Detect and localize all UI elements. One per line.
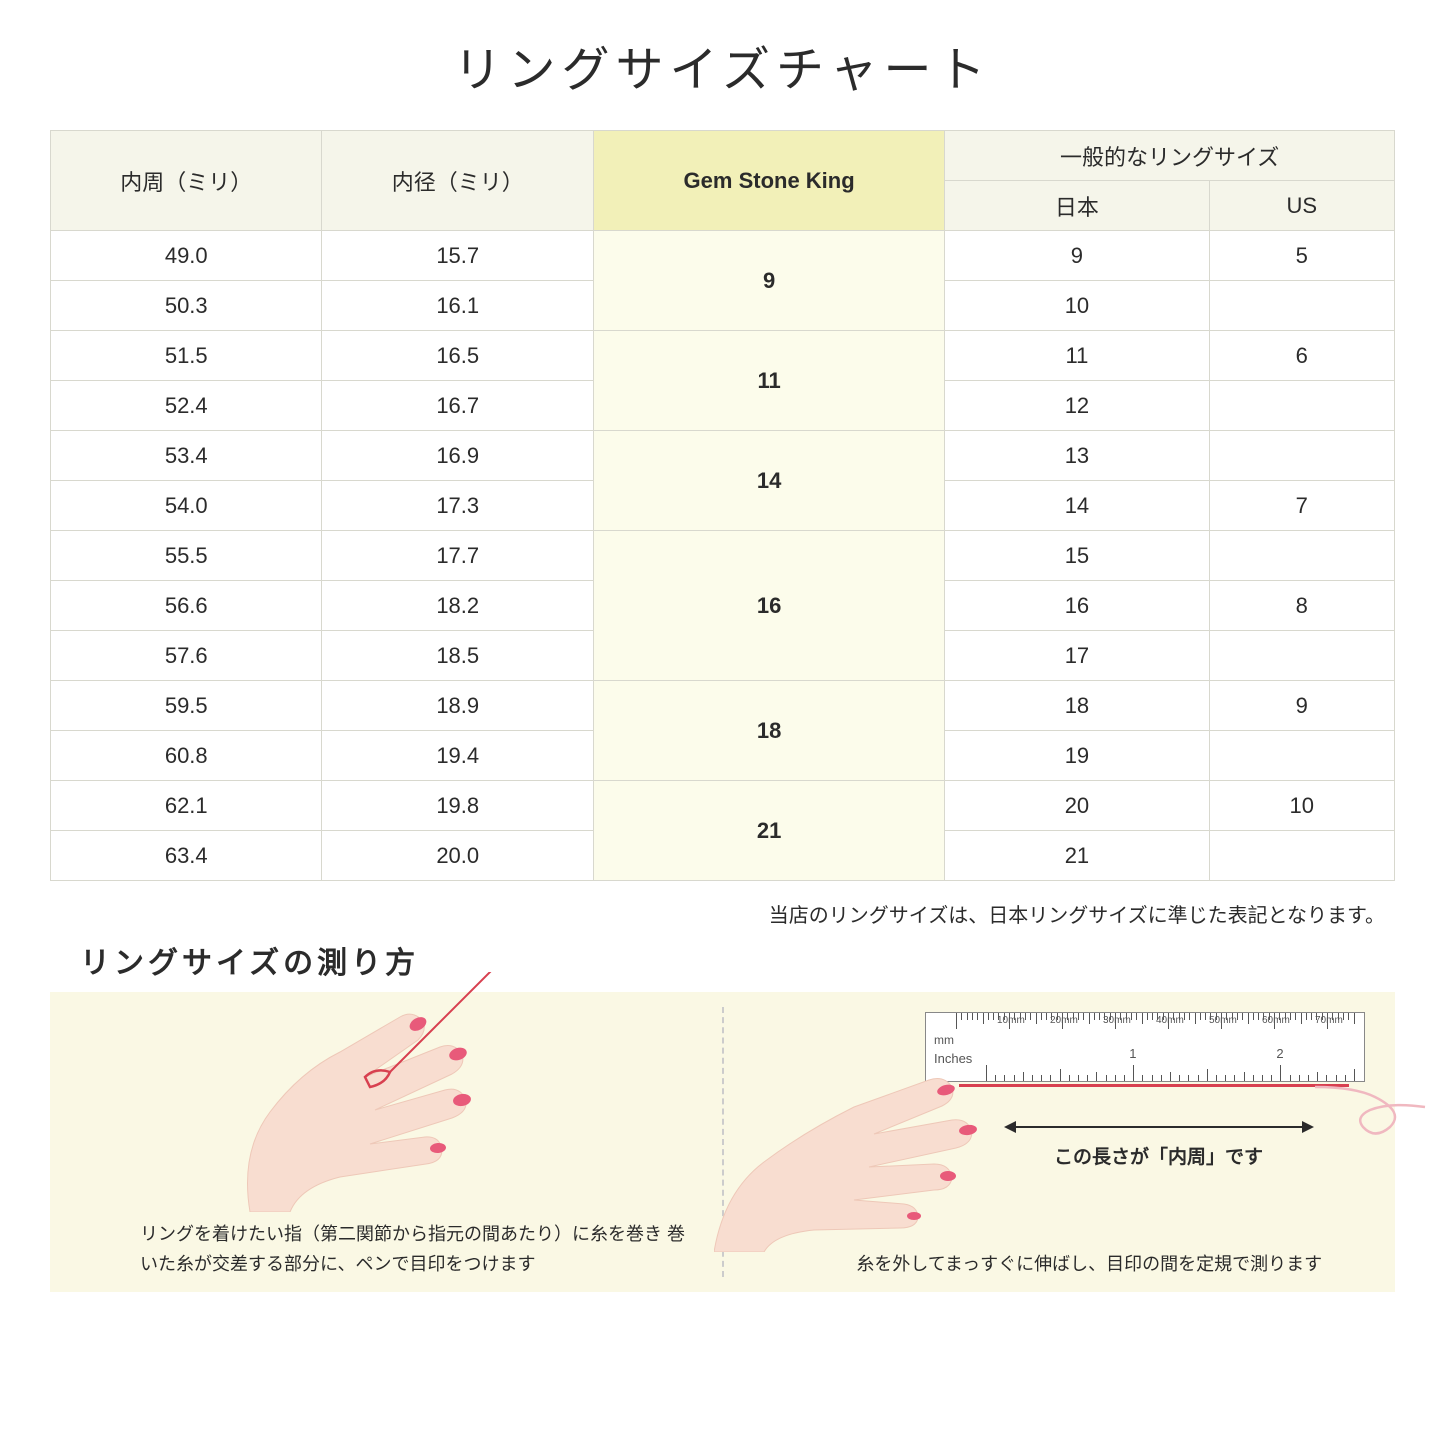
- cell-us: [1209, 431, 1394, 481]
- instruction-step-2: mm Inches 10mm20mm30mm40mm50mm60mm70mm12…: [724, 992, 1396, 1292]
- col-gsk: Gem Stone King: [593, 131, 944, 231]
- table-row: 49.015.7995: [51, 231, 1395, 281]
- cell-circumference: 53.4: [51, 431, 322, 481]
- instruction-step-1: リングを着けたい指（第二関節から指元の間あたり）に糸を巻き 巻いた糸が交差する部…: [50, 992, 722, 1292]
- col-japan: 日本: [945, 181, 1209, 231]
- table-row: 59.518.918189: [51, 681, 1395, 731]
- size-note: 当店のリングサイズは、日本リングサイズに準じた表記となります。: [50, 899, 1395, 928]
- cell-diameter: 18.9: [322, 681, 593, 731]
- cell-gsk: 14: [593, 431, 944, 531]
- cell-us: [1209, 831, 1394, 881]
- cell-japan: 21: [945, 831, 1209, 881]
- page-title: リングサイズチャート: [50, 30, 1395, 100]
- col-circumference: 内周（ミリ）: [51, 131, 322, 231]
- cell-gsk: 18: [593, 681, 944, 781]
- cell-us: [1209, 731, 1394, 781]
- cell-circumference: 59.5: [51, 681, 322, 731]
- cell-us: 6: [1209, 331, 1394, 381]
- cell-diameter: 19.8: [322, 781, 593, 831]
- ruler-in-mark: 1: [1129, 1046, 1136, 1061]
- cell-us: [1209, 631, 1394, 681]
- cell-japan: 9: [945, 231, 1209, 281]
- step-1-caption: リングを着けたい指（第二関節から指元の間あたり）に糸を巻き 巻いた糸が交差する部…: [140, 1219, 702, 1280]
- cell-us: 8: [1209, 581, 1394, 631]
- cell-diameter: 16.7: [322, 381, 593, 431]
- cell-diameter: 17.3: [322, 481, 593, 531]
- hand-wrap-illustration: [190, 972, 570, 1212]
- col-general: 一般的なリングサイズ: [945, 131, 1395, 181]
- arrow-label: この長さが「内周」です: [1004, 1142, 1314, 1169]
- measure-arrow: [1004, 1117, 1314, 1137]
- cell-japan: 18: [945, 681, 1209, 731]
- cell-diameter: 20.0: [322, 831, 593, 881]
- cell-diameter: 19.4: [322, 731, 593, 781]
- cell-japan: 17: [945, 631, 1209, 681]
- thread-line: [959, 1084, 1349, 1087]
- cell-diameter: 17.7: [322, 531, 593, 581]
- cell-japan: 10: [945, 281, 1209, 331]
- cell-circumference: 63.4: [51, 831, 322, 881]
- cell-japan: 12: [945, 381, 1209, 431]
- cell-japan: 20: [945, 781, 1209, 831]
- cell-circumference: 52.4: [51, 381, 322, 431]
- cell-us: 9: [1209, 681, 1394, 731]
- cell-diameter: 15.7: [322, 231, 593, 281]
- cell-japan: 19: [945, 731, 1209, 781]
- ruler-mm-mark: 10mm: [997, 1015, 1025, 1026]
- cell-gsk: 16: [593, 531, 944, 681]
- ruler-mm-mark: 70mm: [1315, 1015, 1343, 1026]
- cell-us: [1209, 531, 1394, 581]
- cell-circumference: 55.5: [51, 531, 322, 581]
- ruler-mm-mark: 20mm: [1050, 1015, 1078, 1026]
- cell-japan: 15: [945, 531, 1209, 581]
- cell-gsk: 21: [593, 781, 944, 881]
- cell-us: 10: [1209, 781, 1394, 831]
- step-2-caption: 糸を外してまっすぐに伸ばし、目印の間を定規で測ります: [814, 1249, 1366, 1280]
- cell-japan: 14: [945, 481, 1209, 531]
- cell-circumference: 60.8: [51, 731, 322, 781]
- cell-japan: 16: [945, 581, 1209, 631]
- ruler-mm-mark: 30mm: [1103, 1015, 1131, 1026]
- cell-circumference: 56.6: [51, 581, 322, 631]
- col-us: US: [1209, 181, 1394, 231]
- cell-us: 7: [1209, 481, 1394, 531]
- cell-us: [1209, 281, 1394, 331]
- ruler-mm-label: mm: [934, 1033, 954, 1047]
- cell-circumference: 49.0: [51, 231, 322, 281]
- ruler-in-mark: 2: [1276, 1046, 1283, 1061]
- cell-diameter: 16.5: [322, 331, 593, 381]
- cell-diameter: 18.2: [322, 581, 593, 631]
- ring-size-table: 内周（ミリ） 内径（ミリ） Gem Stone King 一般的なリングサイズ …: [50, 130, 1395, 881]
- cell-us: 5: [1209, 231, 1394, 281]
- cell-circumference: 51.5: [51, 331, 322, 381]
- thread-curl: [1315, 1052, 1435, 1142]
- table-row: 62.119.8212010: [51, 781, 1395, 831]
- cell-circumference: 57.6: [51, 631, 322, 681]
- cell-gsk: 9: [593, 231, 944, 331]
- ruler-mm-mark: 60mm: [1262, 1015, 1290, 1026]
- cell-circumference: 50.3: [51, 281, 322, 331]
- col-diameter: 内径（ミリ）: [322, 131, 593, 231]
- table-row: 53.416.91413: [51, 431, 1395, 481]
- cell-diameter: 16.1: [322, 281, 593, 331]
- ruler-mm-mark: 50mm: [1209, 1015, 1237, 1026]
- table-row: 55.517.71615: [51, 531, 1395, 581]
- cell-diameter: 18.5: [322, 631, 593, 681]
- instructions-panel: リングを着けたい指（第二関節から指元の間あたり）に糸を巻き 巻いた糸が交差する部…: [50, 992, 1395, 1292]
- cell-japan: 13: [945, 431, 1209, 481]
- ruler-mm-mark: 40mm: [1156, 1015, 1184, 1026]
- cell-us: [1209, 381, 1394, 431]
- cell-diameter: 16.9: [322, 431, 593, 481]
- hand-hold-illustration: [714, 1052, 994, 1252]
- cell-circumference: 54.0: [51, 481, 322, 531]
- table-row: 51.516.511116: [51, 331, 1395, 381]
- cell-gsk: 11: [593, 331, 944, 431]
- cell-circumference: 62.1: [51, 781, 322, 831]
- cell-japan: 11: [945, 331, 1209, 381]
